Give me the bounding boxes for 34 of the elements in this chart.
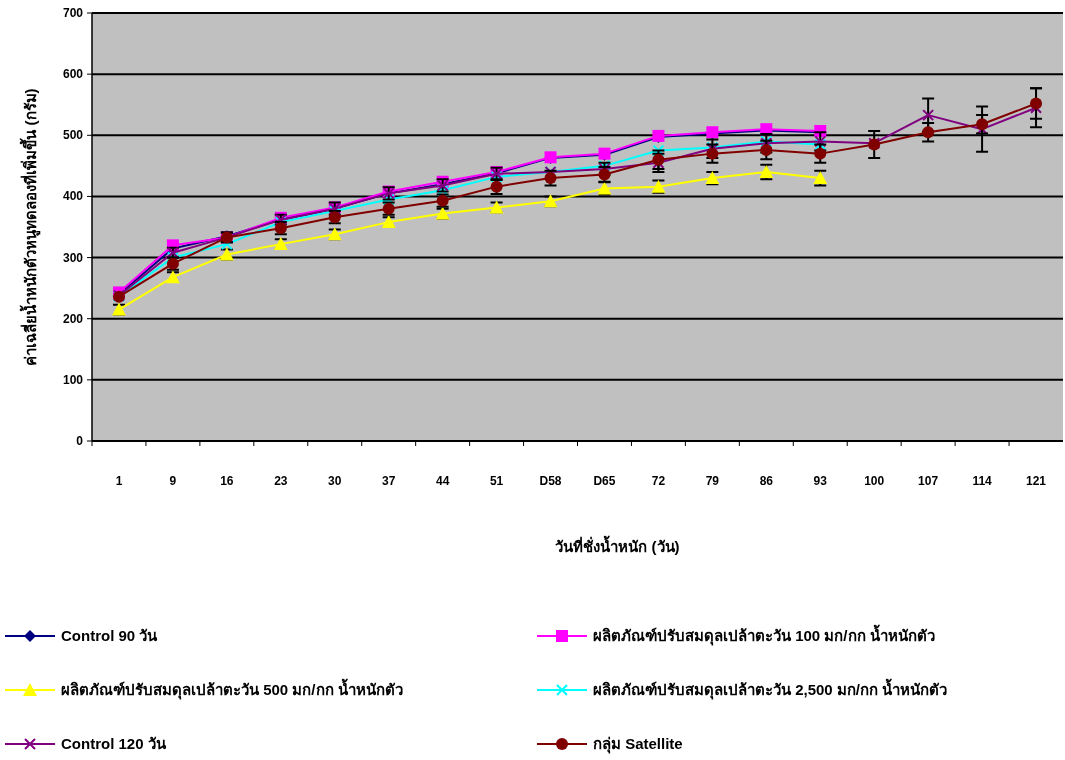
x-tick-label: 44 xyxy=(435,474,450,488)
x-tick-label: 72 xyxy=(651,474,666,488)
y-tick-label: 500 xyxy=(62,128,84,143)
x-tick-label: 37 xyxy=(382,474,396,488)
x-tick-label: 9 xyxy=(169,474,177,488)
x-tick-label: D65 xyxy=(593,474,616,488)
legend-label: ผลิตภัณฑ์ปรับสมดุลเปล้าตะวัน 100 มก/กก น้ำหนักตัว xyxy=(593,624,935,646)
x-tick-label: 23 xyxy=(274,474,288,488)
legend-label: Control 90 วัน xyxy=(61,627,159,644)
legend-label: Control 120 วัน xyxy=(61,735,167,752)
y-tick-label: 700 xyxy=(62,6,84,20)
y-tick-label: 200 xyxy=(62,311,84,326)
x-axis-title: วันที่ชั่งน้ำหนัก (วัน) xyxy=(555,535,680,555)
x-tick-label: 86 xyxy=(759,474,774,488)
y-axis-title: ค่าเฉลี่ยน้ำหนักตัวหนูทดลองที่เพิ่มขึ้น (กรัม) xyxy=(19,88,41,366)
x-tick-label: 114 xyxy=(972,474,993,488)
legend-label: กลุ่ม Satellite xyxy=(593,735,683,754)
x-tick-label: 100 xyxy=(864,474,885,488)
x-tick-label: 1 xyxy=(115,474,123,488)
x-tick-label: 51 xyxy=(489,474,504,488)
x-tick-label: 79 xyxy=(705,474,720,488)
x-tick-label: 121 xyxy=(1026,474,1047,488)
y-tick-label: 600 xyxy=(62,67,84,82)
legend-label: ผลิตภัณฑ์ปรับสมดุลเปล้าตะวัน 500 มก/กก น้ำหนักตัว xyxy=(61,678,403,700)
x-tick-label: 107 xyxy=(918,474,939,488)
x-tick-label: 93 xyxy=(813,474,828,488)
y-tick-label: 0 xyxy=(76,434,84,448)
y-tick-label: 400 xyxy=(62,189,84,204)
legend-label: ผลิตภัณฑ์ปรับสมดุลเปล้าตะวัน 2,500 มก/กก น้ำหนักตัว xyxy=(593,678,948,700)
x-tick-label: D58 xyxy=(539,474,562,488)
y-tick-label: 300 xyxy=(62,250,84,265)
x-tick-label: 30 xyxy=(328,474,342,488)
y-tick-label: 100 xyxy=(62,372,84,387)
x-tick-label: 16 xyxy=(220,474,234,488)
